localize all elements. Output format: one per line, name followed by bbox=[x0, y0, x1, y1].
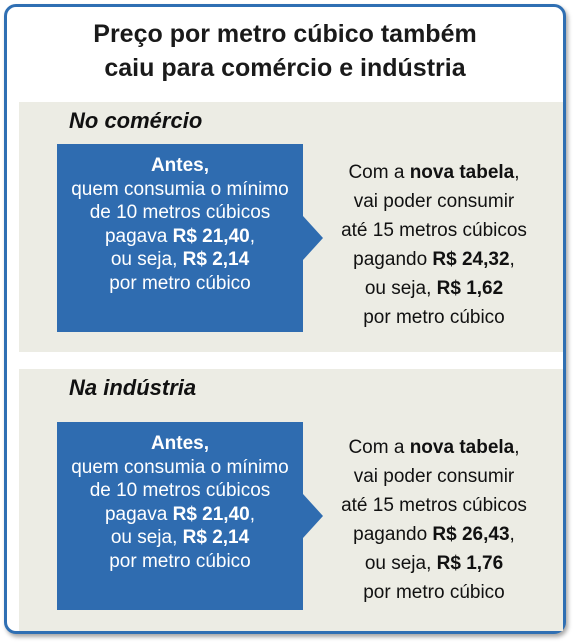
infographic-title: Preço por metro cúbico também caiu para … bbox=[7, 17, 563, 85]
before-antes: Antes, bbox=[150, 155, 210, 176]
before-line-4: pagava R$ 21,40, bbox=[104, 225, 256, 247]
before-box: Antes, quem consumia o mínimo de 10 metr… bbox=[57, 422, 323, 610]
before-price: R$ 21,40 bbox=[172, 225, 250, 247]
after-text: Com a nova tabela, vai poder consumir at… bbox=[319, 158, 549, 332]
arrow-pointer bbox=[303, 494, 323, 538]
after-line-5: ou seja, R$ 1,62 bbox=[364, 278, 504, 299]
after-line-2: vai poder consumir bbox=[353, 466, 515, 487]
title-line-2: caiu para comércio e indústria bbox=[104, 54, 466, 82]
after-line-6: por metro cúbico bbox=[363, 307, 505, 328]
section-commerce: No comércio Antes, quem consumia o mínim… bbox=[19, 102, 563, 352]
after-price: R$ 24,32 bbox=[432, 249, 510, 270]
after-line-4: pagando R$ 24,32, bbox=[353, 249, 515, 270]
after-line-5: ou seja, R$ 1,76 bbox=[364, 553, 504, 574]
before-line-2: quem consumia o mínimo bbox=[71, 178, 289, 200]
after-unit-price: R$ 1,76 bbox=[436, 553, 504, 574]
before-line-2: quem consumia o mínimo bbox=[71, 456, 289, 478]
after-price: R$ 26,43 bbox=[432, 524, 510, 545]
after-text: Com a nova tabela, vai poder consumir at… bbox=[319, 433, 549, 607]
before-line-3: de 10 metros cúbicos bbox=[89, 480, 271, 501]
before-line-4: pagava R$ 21,40, bbox=[104, 503, 256, 525]
before-unit-price: R$ 2,14 bbox=[182, 527, 250, 548]
infographic-frame: Preço por metro cúbico também caiu para … bbox=[4, 4, 566, 634]
after-line-1: Com a nova tabela, bbox=[348, 437, 520, 458]
after-line-1: Com a nova tabela, bbox=[348, 162, 520, 183]
after-line-4: pagando R$ 26,43, bbox=[353, 524, 515, 545]
before-line-6: por metro cúbico bbox=[109, 272, 251, 294]
after-line-3: até 15 metros cúbicos bbox=[341, 220, 527, 241]
before-antes: Antes, bbox=[150, 433, 210, 454]
before-unit-price: R$ 2,14 bbox=[182, 249, 250, 270]
after-unit-price: R$ 1,62 bbox=[436, 278, 504, 299]
before-line-5: ou seja, R$ 2,14 bbox=[110, 249, 250, 270]
after-line-3: até 15 metros cúbicos bbox=[341, 495, 527, 516]
after-line-2: vai poder consumir bbox=[353, 191, 515, 212]
section-heading: Na indústria bbox=[69, 375, 197, 400]
section-industry: Na indústria Antes, quem consumia o míni… bbox=[19, 369, 563, 631]
before-line-5: ou seja, R$ 2,14 bbox=[110, 527, 250, 548]
after-line-6: por metro cúbico bbox=[363, 582, 505, 603]
arrow-pointer bbox=[303, 216, 323, 260]
title-line-1: Preço por metro cúbico também bbox=[93, 20, 477, 48]
section-heading: No comércio bbox=[69, 108, 203, 133]
before-box: Antes, quem consumia o mínimo de 10 metr… bbox=[57, 144, 323, 332]
before-line-3: de 10 metros cúbicos bbox=[89, 202, 271, 223]
before-line-6: por metro cúbico bbox=[109, 550, 251, 572]
before-price: R$ 21,40 bbox=[172, 503, 250, 525]
